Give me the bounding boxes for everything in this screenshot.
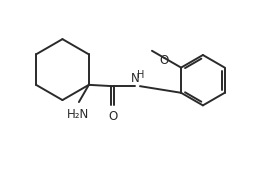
Text: H₂N: H₂N	[66, 108, 89, 121]
Text: O: O	[160, 54, 169, 67]
Text: N: N	[131, 72, 140, 85]
Text: H: H	[137, 70, 144, 80]
Text: O: O	[108, 110, 117, 123]
